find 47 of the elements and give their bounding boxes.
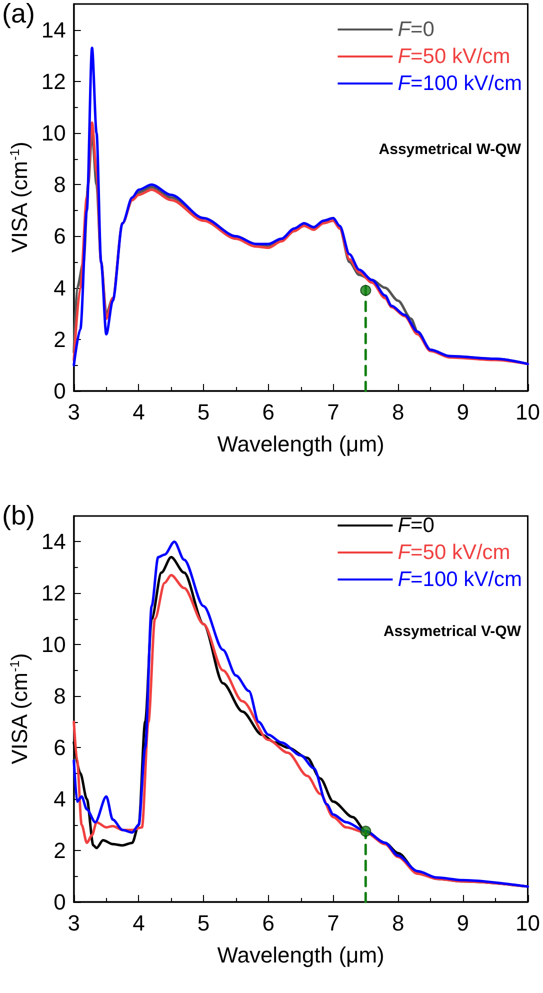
y-tick-label: 8 <box>54 172 66 198</box>
x-tick-label: 8 <box>392 910 404 936</box>
legend-label: F=50 kV/cm <box>398 45 510 68</box>
y-tick-label: 10 <box>41 120 66 146</box>
y-tick-label: 6 <box>54 735 66 760</box>
x-tick-label: 6 <box>262 400 275 424</box>
y-tick-label: 12 <box>41 580 66 606</box>
legend-label: F=50 kV/cm <box>398 541 510 564</box>
y-tick-label: 10 <box>41 632 66 658</box>
x-tick-label: 5 <box>197 910 210 936</box>
y-axis-title: VISA (cm-1) <box>7 142 32 253</box>
line-series <box>72 46 530 366</box>
y-tick-label: 4 <box>54 275 66 300</box>
x-tick-label: 10 <box>516 910 540 936</box>
x-tick-label: 4 <box>132 400 145 424</box>
text: (b) <box>2 500 35 530</box>
x-tick-label: 9 <box>456 400 470 424</box>
text: (a) <box>2 0 35 28</box>
legend-label: F=100 kV/cm <box>398 72 522 95</box>
x-tick-label: 5 <box>197 400 210 424</box>
y-axis-title: VISA (cm-1) <box>7 653 32 764</box>
x-axis-title: Wavelength (μm) <box>217 942 384 968</box>
x-tick-label: 6 <box>262 910 275 936</box>
y-tick-label: 4 <box>54 786 66 812</box>
x-tick-label: 9 <box>456 910 470 936</box>
y-tick-label: 2 <box>54 838 66 864</box>
y-tick-label: 0 <box>54 378 66 404</box>
legend-label: F=0 <box>398 514 434 537</box>
x-axis-title: Wavelength (μm) <box>217 432 384 456</box>
x-tick-label: 8 <box>392 400 404 424</box>
x-tick-label: 7 <box>327 910 340 936</box>
y-tick-label: 8 <box>54 684 66 709</box>
y-tick-label: 14 <box>41 529 66 554</box>
x-tick-label: 3 <box>68 910 80 936</box>
x-tick-label: 7 <box>327 400 340 424</box>
annotation: Assymetrical V-QW <box>383 623 522 640</box>
y-tick-label: 12 <box>41 68 66 94</box>
x-tick-label: 3 <box>68 400 80 424</box>
y-tick-label: 14 <box>41 17 66 42</box>
legend-label: F=100 kV/cm <box>398 568 522 591</box>
x-tick-label: 10 <box>516 400 540 424</box>
y-tick-label: 2 <box>54 326 66 352</box>
annotation: Assymetrical W-QW <box>378 141 522 158</box>
y-tick-label: 6 <box>54 224 66 249</box>
y-tick-label: 0 <box>54 890 66 914</box>
x-tick-label: 4 <box>132 910 145 936</box>
legend-label: F=0 <box>398 18 434 41</box>
